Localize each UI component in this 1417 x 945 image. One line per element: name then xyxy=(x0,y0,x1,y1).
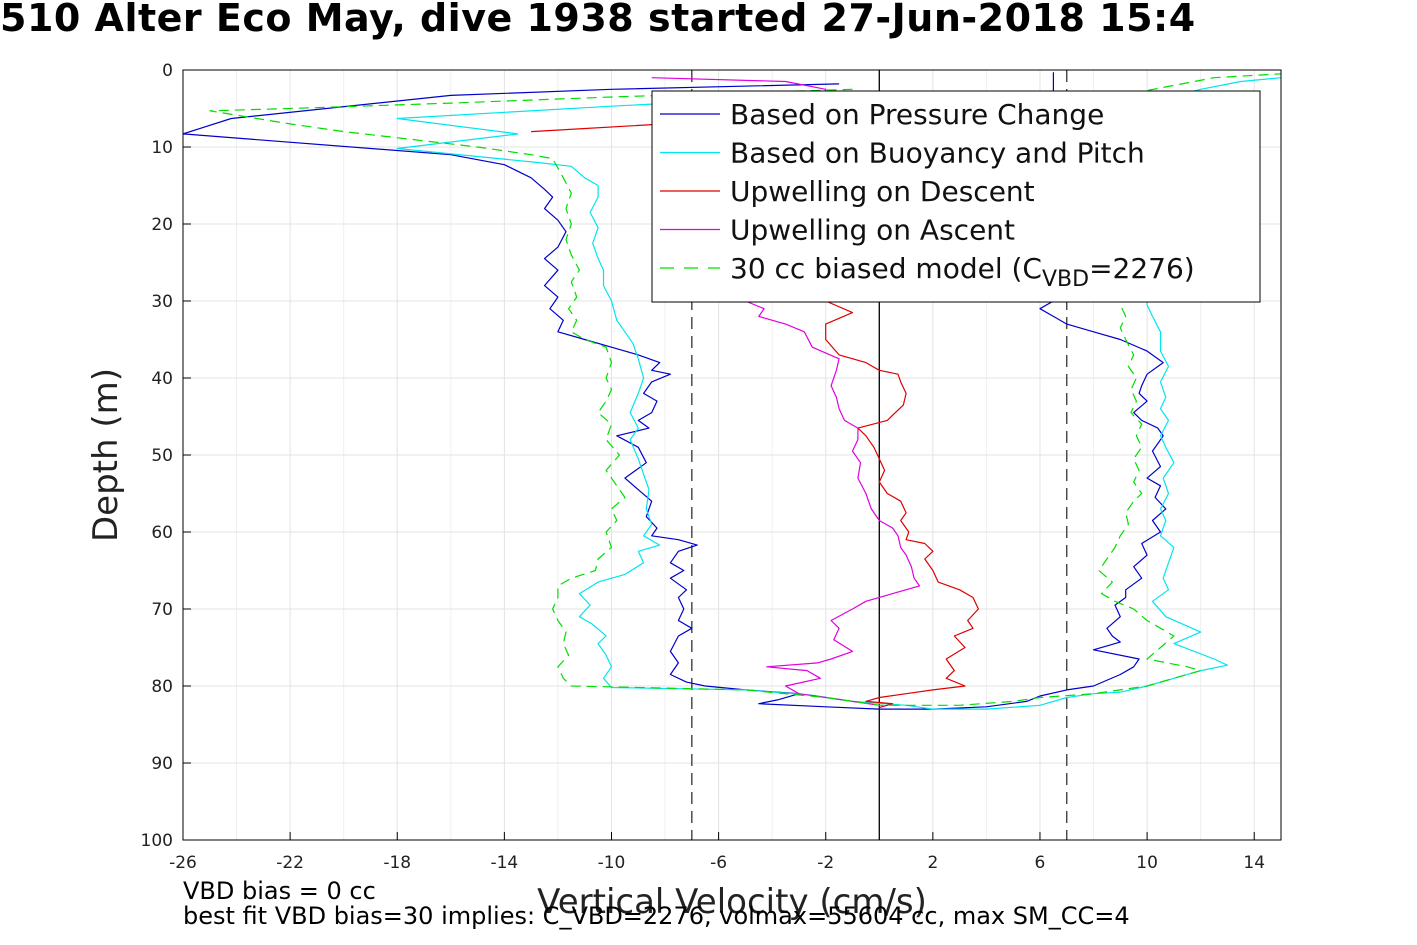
best-fit-note: best fit VBD bias=30 implies: C_VBD=2276… xyxy=(183,902,1130,930)
x-tick-label: -2 xyxy=(817,853,834,873)
y-tick-label: 50 xyxy=(151,446,173,466)
x-tick-label: 6 xyxy=(1035,853,1046,873)
y-tick-label: 10 xyxy=(151,138,173,158)
legend-box xyxy=(651,90,1261,303)
x-tick-label: 14 xyxy=(1243,853,1265,873)
y-tick-label: 40 xyxy=(151,369,173,389)
legend-label: 30 cc biased model (CVBD=2276) xyxy=(730,252,1195,292)
y-axis-label: Depth (m) xyxy=(86,368,126,542)
series-line-upwelling-on-ascent xyxy=(651,77,921,706)
vbd-bias-note: VBD bias = 0 cc xyxy=(183,877,376,905)
legend-label: Based on Pressure Change xyxy=(730,98,1104,131)
legend-label: Upwelling on Ascent xyxy=(730,214,1015,247)
series-line-based-on-buoyancy-and-pitch xyxy=(396,77,1281,710)
x-tick-label: -26 xyxy=(169,853,197,873)
x-tick-label: -14 xyxy=(490,853,518,873)
x-tick-label: -22 xyxy=(276,853,304,873)
y-tick-label: 70 xyxy=(151,600,173,620)
legend-label-subscript: VBD xyxy=(1042,267,1089,292)
y-tick-label: 30 xyxy=(151,292,173,312)
y-tick-label: 90 xyxy=(151,754,173,774)
series-lines xyxy=(183,72,1281,710)
x-tick-label: 10 xyxy=(1136,853,1158,873)
legend: Based on Pressure Change Based on Buoyanc… xyxy=(651,90,1261,303)
y-tick-label: 100 xyxy=(141,831,173,851)
axis-ticks: -26 -22 -18 -14 -10 -6 -2 2 6 10 14010203040506070… xyxy=(141,61,1265,873)
x-tick-label: -6 xyxy=(710,853,727,873)
x-axis-label: Vertical Velocity (cm/s) xyxy=(537,882,927,922)
legend-label-main: 30 cc biased model (C xyxy=(730,252,1042,285)
chart-title: 510 Alter Eco May, dive 1938 started 27-… xyxy=(0,0,1196,40)
y-tick-label: 0 xyxy=(162,61,173,81)
x-tick-label: -18 xyxy=(383,853,411,873)
y-tick-label: 20 xyxy=(151,215,173,235)
legend-label: Based on Buoyancy and Pitch xyxy=(730,137,1145,170)
series-line-30-cc-biased-model xyxy=(209,73,1281,706)
x-tick-label: 2 xyxy=(927,853,938,873)
legend-label: Upwelling on Descent xyxy=(730,175,1035,208)
legend-label-tail: =2276) xyxy=(1089,252,1195,285)
series-line-based-on-pressure-change xyxy=(183,72,1167,710)
x-tick-label: -10 xyxy=(598,853,626,873)
y-tick-label: 80 xyxy=(151,677,173,697)
y-tick-label: 60 xyxy=(151,523,173,543)
